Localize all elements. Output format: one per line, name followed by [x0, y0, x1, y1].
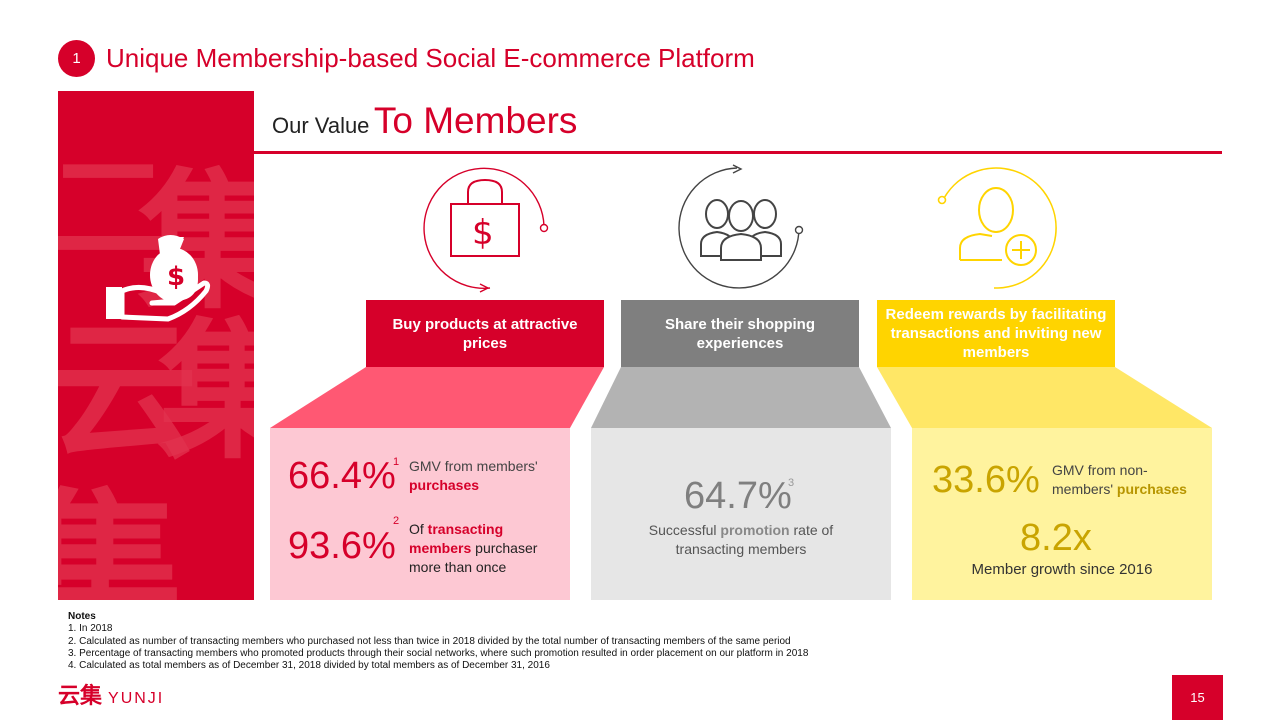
- footnote-marker: 1: [393, 456, 400, 468]
- heading-prefix: Our Value: [272, 113, 370, 138]
- shopping-bag-dollar-icon: $: [423, 167, 549, 293]
- yunji-logo: 云集 YUNJI: [58, 678, 164, 710]
- stat-panel-buy: 66.4% 1 GMV from members' purchases 93.6…: [270, 428, 570, 600]
- label-redeem-rewards: Redeem rewards by facilitating transacti…: [877, 300, 1115, 367]
- footnotes: Notes 1. In 2018 2. Calculated as number…: [68, 611, 808, 672]
- stat-description: Of transacting members purchaser more th…: [409, 521, 538, 575]
- funnel-yellow: [877, 367, 1212, 428]
- svg-text:$: $: [167, 262, 185, 292]
- page-number: 15: [1172, 675, 1223, 720]
- note-item: 1. In 2018: [68, 623, 113, 635]
- watermark-char: 集: [58, 474, 183, 600]
- stat-value: 33.6%: [932, 459, 1040, 501]
- stat-value: 93.6%: [288, 525, 396, 567]
- footnote-marker: 2: [393, 515, 400, 527]
- hand-money-bag-icon: $: [106, 235, 211, 322]
- logo-chinese: 云集: [58, 684, 103, 709]
- stat-description: GMV from members' purchases: [409, 458, 538, 493]
- stat-description: Successful promotion rate of transacting…: [648, 522, 834, 557]
- watermark-char: 集: [158, 306, 254, 480]
- funnel-red: [270, 367, 604, 428]
- section-heading: Our Value To Members: [272, 100, 577, 142]
- add-member-icon: [937, 167, 1057, 289]
- funnel-grey: [591, 367, 891, 428]
- note-item: 2. Calculated as number of transacting m…: [68, 635, 791, 647]
- footnote-marker: 3: [788, 477, 795, 489]
- section-number-badge: 1: [58, 40, 95, 77]
- label-share-experiences: Share their shopping experiences: [621, 300, 859, 367]
- stat-value: 64.7%: [684, 475, 792, 517]
- stat-value: 66.4%: [288, 455, 396, 497]
- label-buy-products: Buy products at attractive prices: [366, 300, 604, 367]
- stat-description: Member growth since 2016: [971, 561, 1153, 578]
- notes-title: Notes: [68, 611, 96, 622]
- stat-description: GMV from non-members' purchases: [1052, 462, 1187, 497]
- stat-panel-redeem: 33.6% GMV from non-members' purchases 8.…: [912, 428, 1212, 600]
- logo-english: YUNJI: [108, 690, 165, 707]
- heading-main: To Members: [373, 100, 578, 141]
- svg-text:$: $: [472, 213, 494, 253]
- watermark-char: 二: [58, 140, 168, 279]
- stat-value: 8.2x: [1020, 517, 1092, 559]
- stat-panel-share: 64.7% 3 Successful promotion rate of tra…: [591, 428, 891, 600]
- watermark-char: 云: [58, 306, 199, 480]
- group-of-people-icon: [678, 164, 804, 289]
- side-panel: 二 集 云 集 集 $: [58, 91, 254, 600]
- note-item: 4. Calculated as total members as of Dec…: [68, 660, 550, 672]
- page-title: Unique Membership-based Social E-commerc…: [106, 43, 755, 73]
- note-item: 3. Percentage of transacting members who…: [68, 647, 809, 659]
- divider: [254, 151, 1222, 154]
